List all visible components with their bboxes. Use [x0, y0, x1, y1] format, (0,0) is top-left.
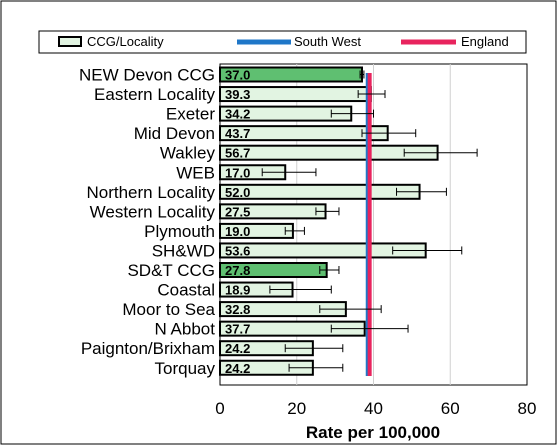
- value-label: 52.0: [225, 185, 250, 200]
- value-labels: 37.0 39.3 34.2 43.7 56.7 17.0 52.0 27.5 19.0 53.6…: [225, 68, 250, 376]
- category-label: Mid Devon: [134, 124, 215, 143]
- x-tick-label: 80: [518, 399, 537, 418]
- value-label: 18.9: [225, 283, 250, 298]
- category-label: Eastern Locality: [94, 85, 215, 104]
- category-label: Western Locality: [90, 202, 216, 221]
- legend-swatch-bar: [58, 36, 82, 47]
- x-tick-label: 40: [364, 399, 383, 418]
- legend-label-england: England: [461, 34, 509, 49]
- legend: CCG/Locality South West England: [38, 30, 527, 54]
- category-label: Coastal: [157, 281, 215, 300]
- category-label: Torquay: [155, 359, 216, 378]
- x-axis-title: Rate per 100,000: [306, 423, 440, 442]
- value-label: 24.2: [225, 361, 250, 376]
- category-label: Paignton/Brixham: [81, 339, 215, 358]
- value-label: 37.7: [225, 322, 250, 337]
- legend-label-south-west: South West: [294, 34, 361, 49]
- category-label: NEW Devon CCG: [79, 66, 215, 85]
- x-tick-label: 0: [215, 399, 224, 418]
- category-label: Wakley: [160, 144, 216, 163]
- x-axis-ticks: 0 20 40 60 80: [215, 399, 536, 418]
- category-label: N Abbot: [155, 320, 216, 339]
- category-label: WEB: [176, 163, 215, 182]
- value-label: 56.7: [225, 146, 250, 161]
- reference-lines: [365, 73, 372, 376]
- category-label: Exeter: [166, 105, 215, 124]
- value-label: 19.0: [225, 224, 250, 239]
- value-label: 37.0: [225, 68, 250, 83]
- value-label: 39.3: [225, 87, 250, 102]
- bars: [219, 66, 439, 376]
- value-label: 34.2: [225, 107, 250, 122]
- value-label: 27.8: [225, 263, 250, 278]
- category-label: Moor to Sea: [122, 300, 215, 319]
- category-label: Northern Locality: [86, 183, 215, 202]
- error-bars: [261, 70, 478, 372]
- category-label: SH&WD: [152, 241, 215, 260]
- category-label: Plymouth: [144, 222, 215, 241]
- x-tick-label: 20: [287, 399, 306, 418]
- value-label: 43.7: [225, 126, 250, 141]
- value-label: 32.8: [225, 302, 250, 317]
- value-label: 17.0: [225, 165, 250, 180]
- category-label: SD&T CCG: [127, 261, 215, 280]
- value-label: 24.2: [225, 341, 250, 356]
- value-label: 27.5: [225, 204, 250, 219]
- legend-label-bar: CCG/Locality: [87, 34, 164, 49]
- x-tick-label: 60: [441, 399, 460, 418]
- value-label: 53.6: [225, 243, 250, 258]
